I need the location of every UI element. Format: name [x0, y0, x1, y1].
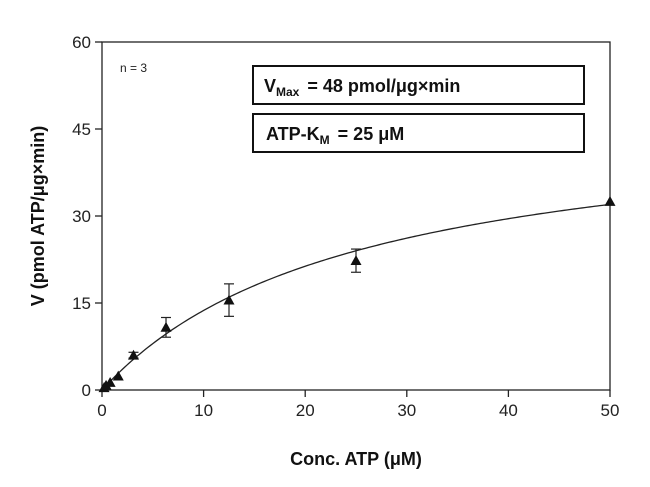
vmax-box: VMax = 48 pmol/μg×min [252, 65, 585, 105]
km-box: ATP-KM = 25 μM [252, 113, 585, 153]
x-tick-label: 30 [397, 401, 416, 420]
x-tick-label: 20 [296, 401, 315, 420]
svg-text:VMax= 48 pmol/μg×min: VMax = 48 pmol/μg×min [264, 76, 460, 99]
x-axis-ticks: 0 10 20 30 40 50 [97, 390, 619, 420]
x-tick-label: 40 [499, 401, 518, 420]
svg-text:ATP-KM= 25 μM: ATP-KM = 25 μM [266, 124, 404, 147]
km-subscript: M [320, 133, 330, 147]
y-tick-label: 0 [82, 381, 91, 400]
y-tick-label: 45 [72, 120, 91, 139]
y-tick-label: 15 [72, 294, 91, 313]
data-points [98, 196, 616, 393]
y-tick-label: 60 [72, 33, 91, 52]
y-tick-label: 30 [72, 207, 91, 226]
vmax-value: = 48 pmol/μg×min [307, 76, 460, 96]
km-value: = 25 μM [338, 124, 405, 144]
km-label: ATP-K [266, 124, 320, 144]
y-axis-ticks: 0 15 30 45 60 [72, 33, 102, 400]
x-tick-label: 10 [194, 401, 213, 420]
data-point-triangle [223, 294, 235, 305]
x-tick-label: 0 [97, 401, 106, 420]
data-point-triangle [104, 376, 116, 387]
vmax-subscript: Max [276, 85, 300, 99]
data-point-triangle [160, 321, 172, 332]
x-axis-label: Conc. ATP (μM) [290, 449, 422, 469]
data-point-triangle [604, 196, 616, 206]
fit-curve [101, 203, 611, 391]
data-point-triangle [112, 370, 124, 381]
data-point-triangle [127, 349, 139, 360]
vmax-label: V [264, 76, 276, 96]
data-point-triangle [350, 255, 362, 266]
y-axis-label: V (pmol ATP/μg×min) [28, 126, 48, 307]
n-annotation: n = 3 [120, 61, 147, 75]
x-tick-label: 50 [601, 401, 620, 420]
